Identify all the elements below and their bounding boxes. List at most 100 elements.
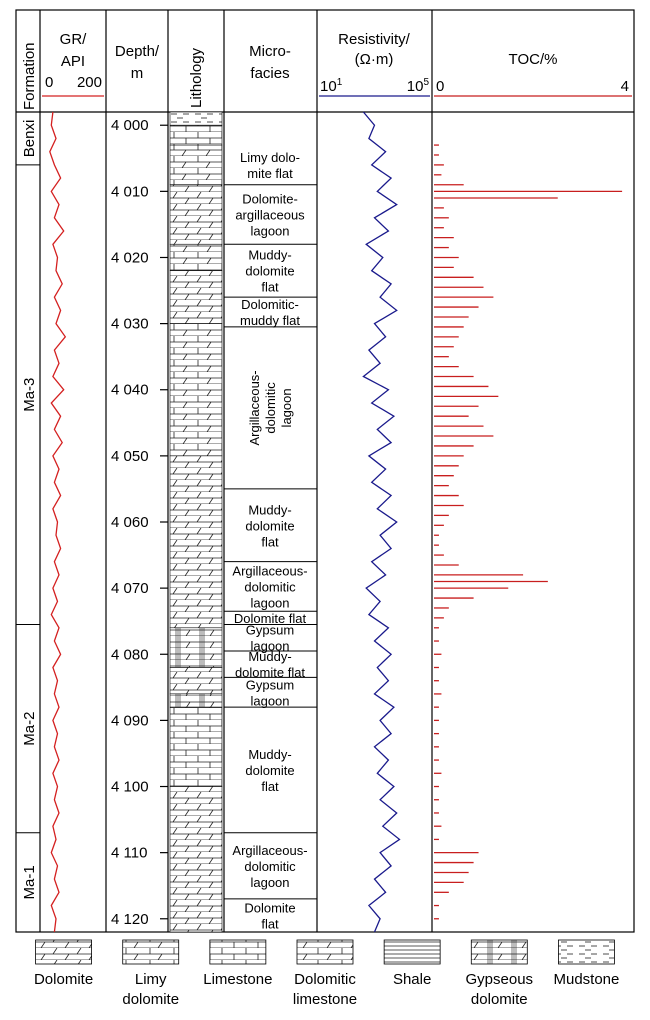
resistivity-header-line2: (Ω·m)	[355, 51, 394, 68]
lithology-interval	[169, 786, 223, 933]
microfacies-label: Muddy-	[248, 248, 291, 263]
microfacies-label: flat	[261, 534, 279, 549]
lithology-column	[169, 111, 223, 933]
microfacies-label: Dolomite	[244, 900, 295, 915]
microfacies-label: lagoon	[250, 639, 289, 654]
microfacies-label: Muddy-	[248, 747, 291, 762]
legend-swatch	[383, 939, 441, 965]
microfacies-label: dolomite	[245, 264, 294, 279]
column-dividers	[39, 10, 433, 932]
microfacies-label: flat	[261, 916, 279, 931]
microfacies-label: Argillaceous-	[232, 563, 307, 578]
lithology-interval	[169, 455, 223, 629]
depth-label: 4 100	[111, 779, 149, 796]
formation-label: Ma-2	[21, 712, 38, 746]
legend-label: Limy	[135, 971, 167, 988]
depth-label: 4 030	[111, 316, 149, 333]
microfacies-label: lagoon	[250, 875, 289, 890]
legend-label: Shale	[393, 971, 431, 988]
lithology-interval	[169, 243, 223, 272]
lithology-interval	[169, 627, 223, 668]
depth-header-line1: Depth/	[115, 43, 160, 60]
microfacies-label: dolomite	[245, 763, 294, 778]
lithology-interval	[169, 667, 223, 695]
gr-curve	[49, 111, 67, 933]
legend-label: Dolomite	[34, 971, 93, 988]
depth-header-line2: m	[131, 65, 144, 82]
microfacies-label: flat	[261, 779, 279, 794]
legend-swatch	[35, 939, 92, 965]
microfacies-label: dolomite	[245, 518, 294, 533]
microfacies-label: Dolomite-	[242, 192, 298, 207]
resistivity-curve-track	[362, 111, 401, 933]
lithology-interval	[169, 323, 223, 457]
lithology-interval	[169, 693, 223, 708]
resistivity-curve	[362, 111, 401, 933]
depth-label: 4 020	[111, 249, 149, 266]
microfacies-label: Argillaceous-	[232, 843, 307, 858]
microfacies-label: Muddy-	[248, 502, 291, 517]
lithology-interval	[169, 270, 223, 324]
formation-label: Ma-1	[21, 865, 38, 899]
depth-label: 4 050	[111, 448, 149, 465]
microfacies-label: Limy dolo-	[240, 150, 300, 165]
legend-label: Limestone	[203, 971, 272, 988]
toc-bar-track	[434, 144, 623, 920]
formation-header: Formation	[21, 42, 38, 110]
microfacies-label: flat	[261, 280, 279, 295]
microfacies-label: lagoon	[250, 693, 289, 708]
depth-label: 4 000	[111, 117, 149, 134]
depth-label: 4 060	[111, 514, 149, 531]
resistivity-scale-max: 105	[407, 77, 430, 95]
microfacies-label: lagoon	[250, 224, 289, 239]
legend-label: Mudstone	[553, 971, 619, 988]
legend-swatch	[122, 939, 180, 965]
legend-swatch	[470, 939, 528, 965]
column-headers: Formation GR/ API 0 200 Depth/ m Litholo…	[21, 31, 632, 110]
lithology-header: Lithology	[188, 47, 205, 108]
toc-scale-min: 0	[436, 78, 444, 95]
lithology-legend: Dolomite Limy dolomite Limestone Dolomitic li…	[34, 939, 619, 1008]
toc-header: TOC/%	[509, 51, 558, 68]
formation-column: Benxi Ma-3 Ma-2 Ma-1	[16, 120, 40, 899]
microfacies-label: Muddy-	[248, 649, 291, 664]
microfacies-header-line1: Micro-	[249, 43, 291, 60]
gr-header-line1: GR/	[60, 31, 88, 48]
legend-swatch	[209, 939, 267, 965]
formation-label: Benxi	[21, 120, 38, 158]
microfacies-label: Gypsum	[246, 623, 294, 638]
toc-scale-max: 4	[621, 78, 629, 95]
legend-label: Gypseous	[466, 971, 534, 988]
lithology-interval	[169, 144, 223, 186]
depth-label: 4 010	[111, 183, 149, 200]
lithology-interval	[169, 706, 223, 787]
depth-label: 4 110	[111, 845, 147, 862]
microfacies-column: Limy dolo-mite flat Dolomite-argillaceous…	[224, 150, 317, 933]
microfacies-label: argillaceous	[235, 208, 305, 223]
legend-label: dolomite	[471, 991, 528, 1008]
legend-swatch	[558, 939, 615, 965]
microfacies-label: dolomitic	[244, 859, 296, 874]
gr-curve-track	[49, 111, 67, 933]
microfacies-label: dolomitic	[244, 579, 296, 594]
legend-label: dolomite	[122, 991, 179, 1008]
legend-swatch	[296, 939, 354, 965]
gr-scale-max: 200	[77, 74, 102, 91]
chart-frame	[15, 9, 635, 933]
legend-label: limestone	[293, 991, 357, 1008]
microfacies-label: Dolomitic-	[241, 297, 299, 312]
microfacies-label: Gypsum	[246, 677, 294, 692]
lithology-interval	[169, 124, 223, 146]
microfacies-label: dolomite flat	[235, 665, 305, 680]
resistivity-scale-min: 101	[320, 77, 343, 95]
microfacies-label: Argillaceous-	[247, 370, 262, 445]
microfacies-label-group: Argillaceous-dolomitic lagoon	[247, 370, 294, 445]
microfacies-label: mite flat	[247, 166, 293, 181]
depth-label: 4 090	[111, 712, 149, 729]
depth-label: 4 070	[111, 580, 149, 597]
depth-label: 4 040	[111, 382, 149, 399]
microfacies-label: lagoon	[279, 388, 294, 427]
formation-label: Ma-3	[21, 378, 38, 412]
depth-scale: 4 000 4 010 4 020 4 030 4 040 4 050 4 060 4 070…	[111, 117, 168, 928]
